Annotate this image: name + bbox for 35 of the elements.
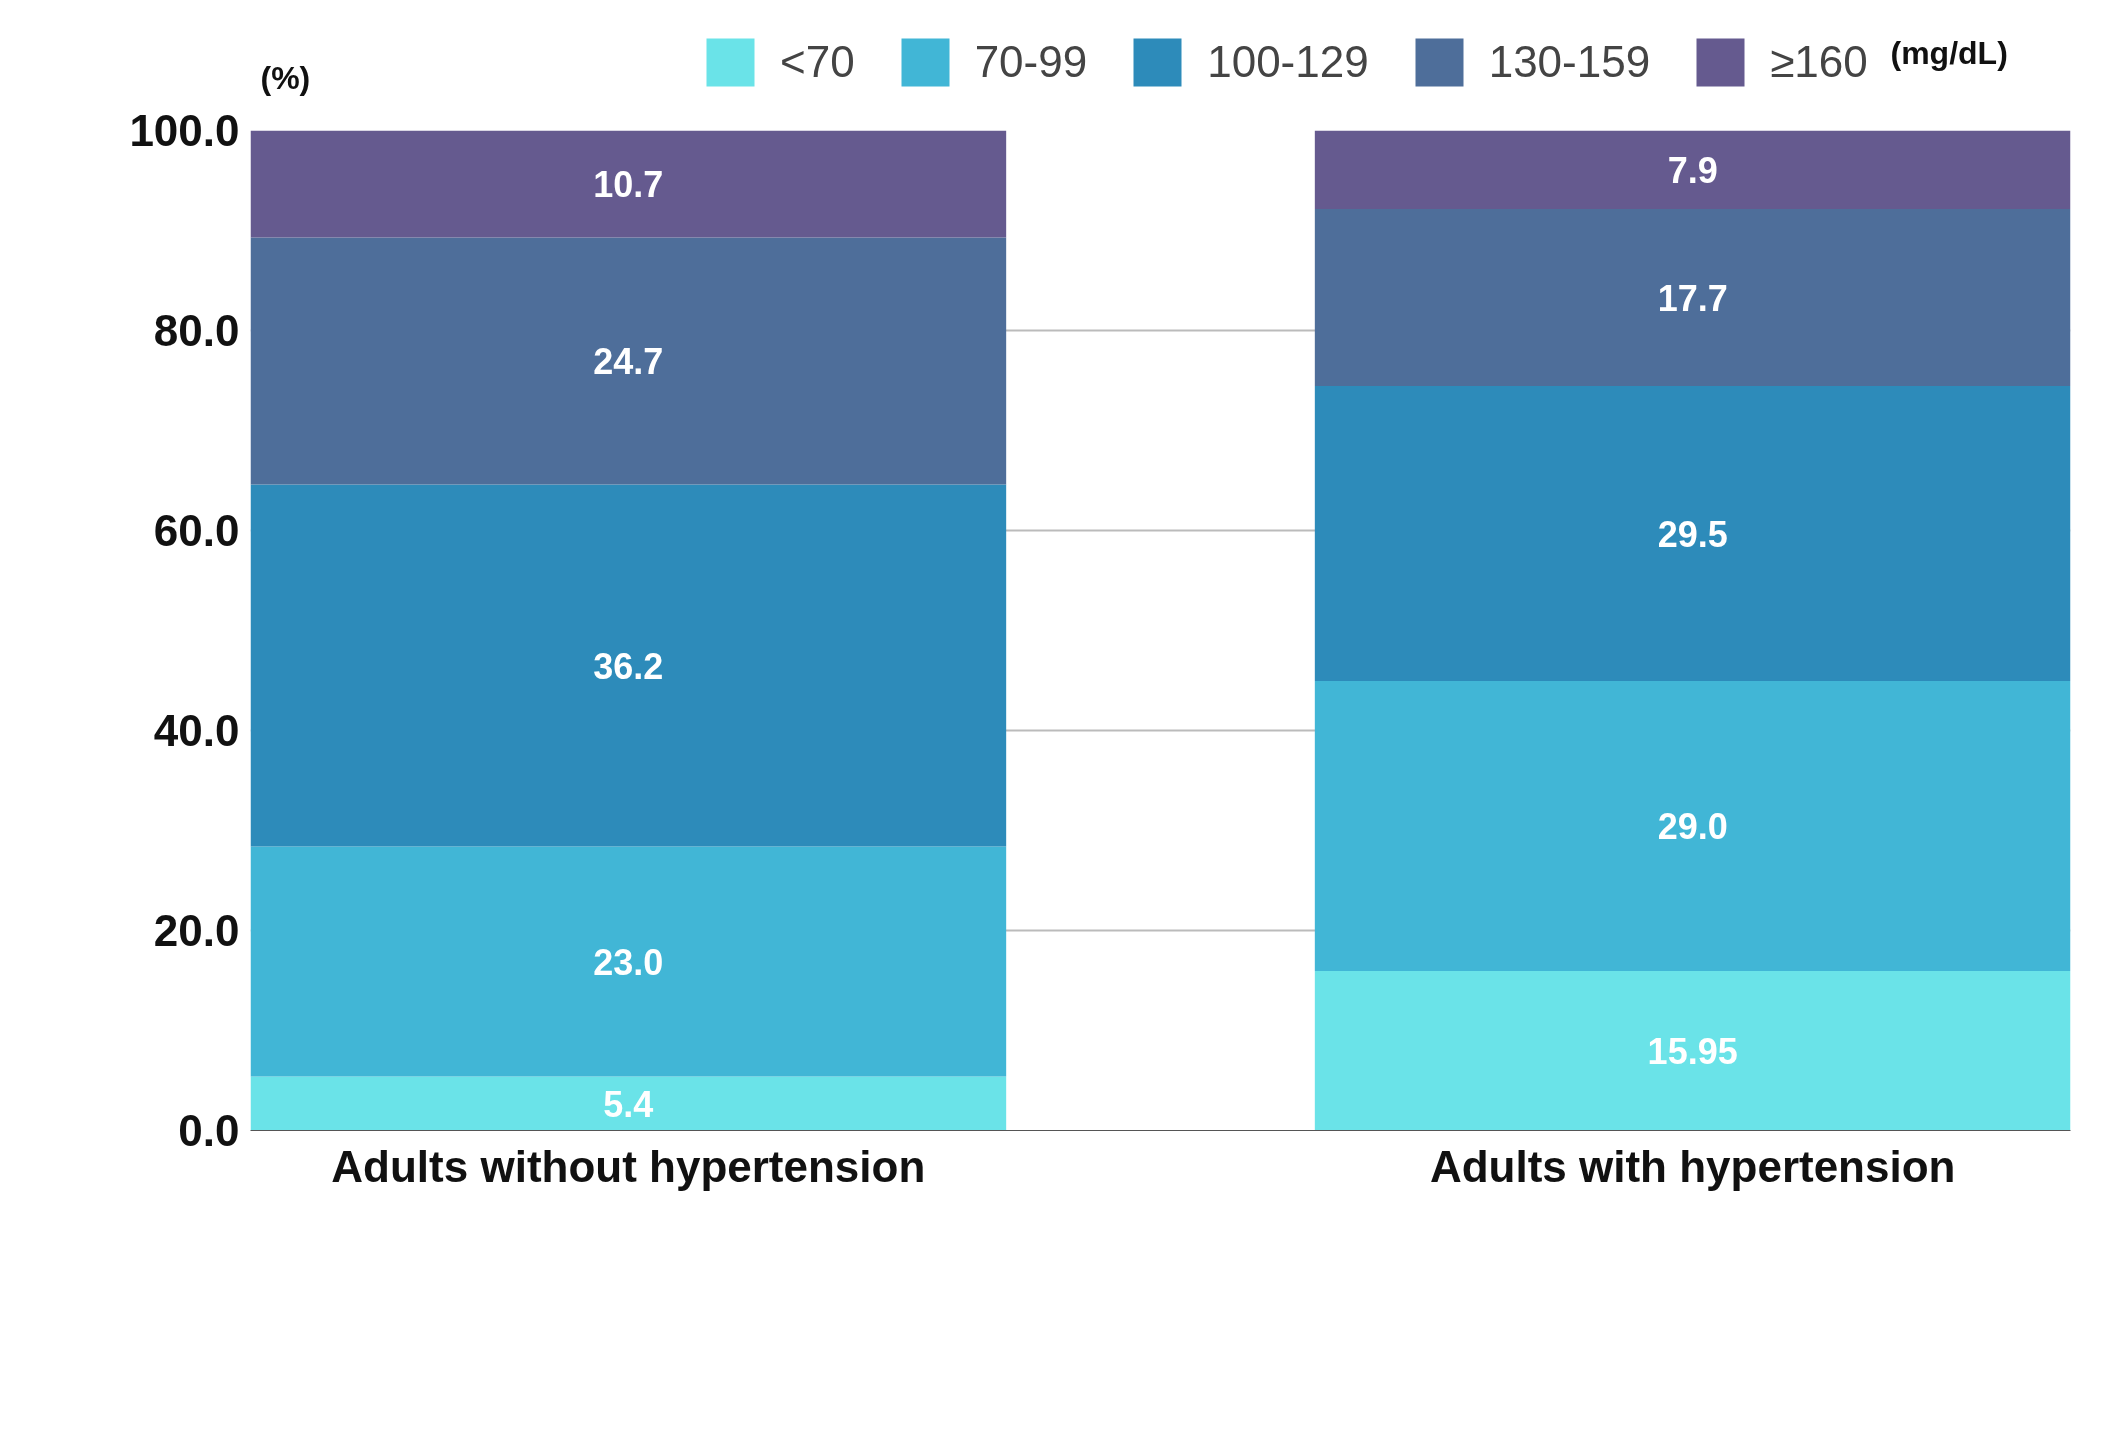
data-label: 17.7 xyxy=(1657,277,1728,319)
bar xyxy=(250,130,1007,238)
x-tick-label: Adults with hypertension xyxy=(1429,1141,1956,1191)
legend-label: ≥160 xyxy=(1770,37,1868,87)
bar xyxy=(1314,971,2071,1131)
data-label: 24.7 xyxy=(593,341,664,382)
data-label: 10.7 xyxy=(593,164,664,205)
bar xyxy=(250,846,1007,1077)
legend-label: <70 xyxy=(780,37,855,87)
x-tick-label: Adults without hypertension xyxy=(331,1141,926,1191)
data-label: 23.0 xyxy=(593,941,664,983)
y-tick-label: 100.0 xyxy=(129,106,240,155)
bar xyxy=(1314,130,2071,209)
bar xyxy=(1314,681,2071,971)
text: (%) xyxy=(260,59,311,96)
data-label: 5.4 xyxy=(603,1083,654,1125)
legend-label: 130-159 xyxy=(1488,37,1651,87)
data-label: 29.0 xyxy=(1657,806,1728,847)
bar xyxy=(250,1076,1007,1131)
y-tick-label: 40.0 xyxy=(153,706,240,755)
data-label: 29.5 xyxy=(1657,513,1728,555)
data-label: 15.95 xyxy=(1647,1030,1738,1072)
bar xyxy=(250,237,1007,485)
y-tick-label: 60.0 xyxy=(153,506,240,555)
y-tick-label: 80.0 xyxy=(153,306,240,355)
legend-label: 100-129 xyxy=(1207,37,1369,87)
y-tick-label: 20.0 xyxy=(153,906,240,955)
bar xyxy=(250,484,1007,847)
y-tick-label: 0.0 xyxy=(178,1106,240,1155)
bar xyxy=(1314,386,2071,681)
data-label: 7.9 xyxy=(1667,149,1718,191)
text: (mg/dL) xyxy=(1890,34,2008,71)
legend-label: 70-99 xyxy=(974,37,1088,87)
bar xyxy=(1314,209,2071,386)
data-label: 36.2 xyxy=(593,645,664,687)
